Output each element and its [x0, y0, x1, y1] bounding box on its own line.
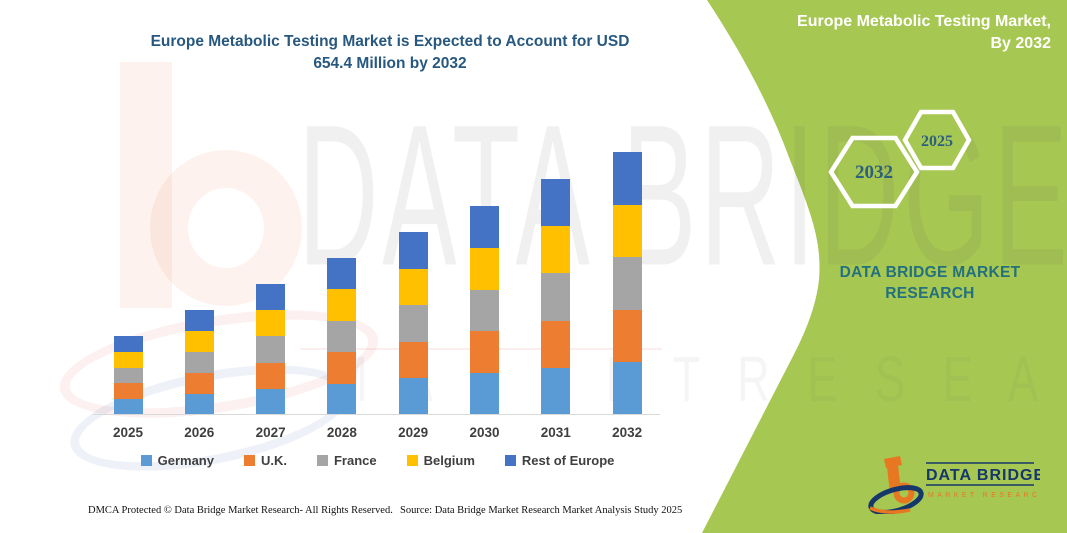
segment-belgium: [541, 226, 571, 274]
segment-belgium: [113, 351, 143, 368]
logo-sub-text: MARKET RESEARCH: [928, 492, 1040, 499]
bar-2032: [612, 152, 642, 415]
segment-france: [612, 257, 642, 310]
segment-u-k-: [327, 352, 357, 384]
segment-germany: [256, 388, 286, 415]
x-axis-label-2032: 2032: [612, 425, 643, 440]
x-axis-label-2029: 2029: [398, 425, 429, 440]
logo-b-bowl-hole: [899, 488, 909, 498]
hexagon-2032-label: 2032: [855, 162, 893, 183]
panel-title: Europe Metabolic Testing Market, By 2032: [721, 11, 1051, 55]
brand-text: DATA BRIDGE MARKET RESEARCH: [808, 262, 1052, 304]
hexagon-2025: [902, 109, 972, 171]
segment-belgium: [327, 289, 357, 321]
segment-germany: [612, 362, 642, 415]
chart-title-line1: Europe Metabolic Testing Market is Expec…: [150, 33, 630, 50]
segment-germany: [541, 367, 571, 415]
brand-text-line1: DATA BRIDGE MARKET: [839, 264, 1021, 281]
logo-name-text: DATA BRIDGE: [926, 467, 1040, 484]
legend-swatch: [140, 455, 152, 466]
segment-germany: [398, 378, 428, 415]
panel-title-line2: By 2032: [990, 35, 1052, 52]
legend-swatch: [243, 455, 255, 466]
x-axis-label-2031: 2031: [540, 425, 571, 440]
segment-france: [113, 367, 143, 384]
legend-item-germany: Germany: [140, 453, 214, 468]
logo-b-flag: [884, 456, 902, 468]
segment-rest-of-europe: [470, 206, 499, 248]
bar-2030: [470, 206, 499, 415]
segment-france: [327, 320, 357, 352]
dbmr-logo: DATA BRIDGE MARKET RESEARCH: [868, 456, 1040, 514]
hexagon-2032: [828, 135, 920, 209]
legend: Germany U.K. France Belgium Rest of Europe: [95, 453, 660, 468]
segment-germany: [327, 383, 357, 415]
segment-u-k-: [541, 320, 571, 368]
legend-swatch: [406, 455, 418, 466]
legend-item-u-k-: U.K.: [243, 453, 287, 468]
segment-rest-of-europe: [256, 284, 286, 311]
bar-2031: [541, 179, 571, 415]
segment-u-k-: [612, 309, 642, 363]
segment-rest-of-europe: [113, 336, 143, 352]
legend-label: Germany: [157, 453, 214, 468]
segment-germany: [184, 394, 214, 415]
bar-2027: [256, 284, 286, 415]
chart-title: Europe Metabolic Testing Market is Expec…: [105, 31, 675, 75]
legend-swatch: [504, 455, 516, 466]
logo-orange-swoosh: [869, 506, 911, 514]
x-axis-label-2028: 2028: [326, 425, 357, 440]
segment-germany: [113, 399, 143, 415]
segment-france: [541, 273, 571, 321]
segment-germany: [470, 373, 499, 415]
segment-u-k-: [398, 341, 428, 379]
segment-belgium: [612, 204, 642, 258]
segment-belgium: [256, 310, 286, 337]
footer-copyright: DMCA Protected © Data Bridge Market Rese…: [88, 505, 393, 516]
segment-u-k-: [256, 362, 286, 389]
segment-rest-of-europe: [327, 257, 357, 289]
legend-item-belgium: Belgium: [406, 453, 475, 468]
bar-2029: [398, 232, 428, 415]
x-axis-label-2027: 2027: [255, 425, 286, 440]
legend-label: U.K.: [260, 453, 287, 468]
footer-source: Source: Data Bridge Market Research Mark…: [400, 505, 683, 516]
segment-u-k-: [113, 383, 143, 400]
segment-rest-of-europe: [184, 310, 214, 331]
legend-label: France: [333, 453, 377, 468]
legend-item-france: France: [316, 453, 377, 468]
segment-rest-of-europe: [398, 232, 428, 269]
legend-item-rest-of-europe: Rest of Europe: [504, 453, 615, 468]
hexagon-2025-label: 2025: [921, 133, 953, 150]
segment-rest-of-europe: [612, 152, 642, 205]
green-panel-shape: [702, 0, 1067, 533]
segment-u-k-: [184, 373, 214, 394]
x-axis-label-2026: 2026: [184, 425, 215, 440]
segment-belgium: [184, 331, 214, 352]
bar-2028: [327, 257, 357, 415]
x-axis-label-2030: 2030: [469, 425, 500, 440]
x-axis-line: [93, 414, 660, 415]
segment-france: [184, 352, 214, 373]
panel-title-line1: Europe Metabolic Testing Market,: [797, 13, 1051, 30]
brand-text-line2: RESEARCH: [885, 285, 975, 302]
x-axis-label-2025: 2025: [112, 425, 144, 440]
watermark-marketresearch-text: M A R K E T R E S E A R C H: [330, 343, 1067, 416]
bar-2025: [113, 336, 143, 415]
segment-france: [470, 289, 499, 332]
segment-rest-of-europe: [541, 179, 571, 227]
segment-u-k-: [470, 331, 499, 374]
bar-2026: [184, 310, 214, 415]
segment-france: [256, 336, 286, 363]
legend-swatch: [316, 455, 328, 466]
legend-label: Belgium: [423, 453, 475, 468]
segment-belgium: [398, 268, 428, 306]
segment-belgium: [470, 247, 499, 290]
segment-france: [398, 305, 428, 342]
chart-title-line2: 654.4 Million by 2032: [313, 55, 467, 72]
legend-label: Rest of Europe: [521, 453, 615, 468]
